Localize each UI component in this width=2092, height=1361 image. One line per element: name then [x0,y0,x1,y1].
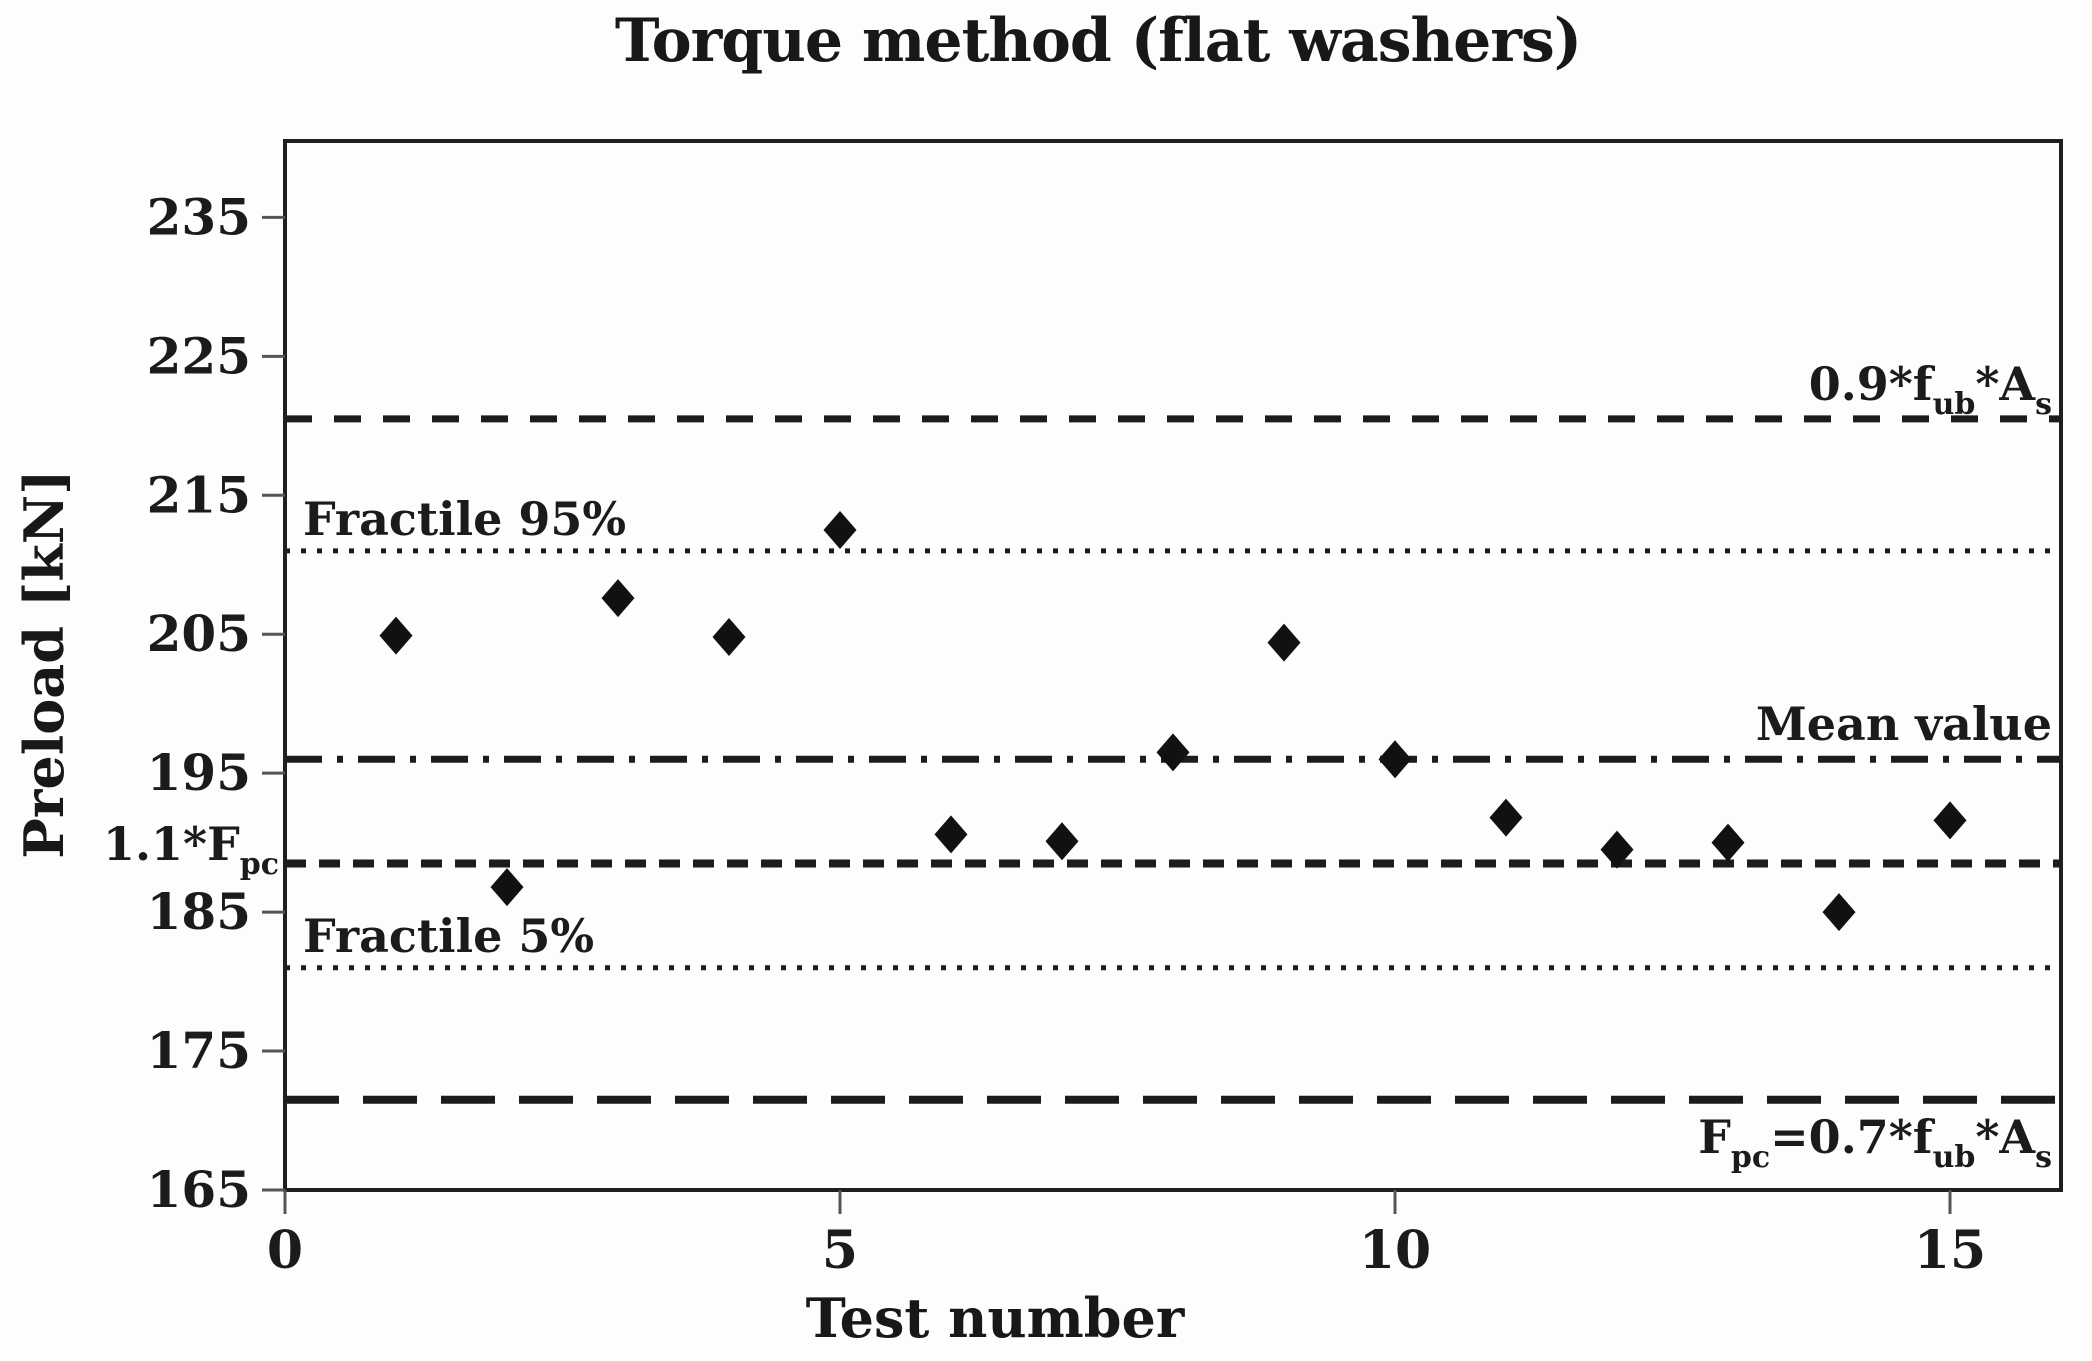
x-tick-label: 0 [267,1220,303,1281]
y-tick-label: 225 [147,326,251,385]
label-fpc-limit: Fpc=0.7*fub*As [1698,1109,2052,1175]
label-upper-limit: 0.9*fub*As [1808,356,2052,422]
x-axis-title: Test number [805,1286,1185,1350]
y-tick-label: 185 [147,882,251,941]
y-tick-label: 165 [147,1160,251,1219]
label-fractile-5: Fractile 5% [303,908,595,963]
y-tick-label: 235 [147,187,251,246]
label-fractile-95: Fractile 95% [303,491,627,546]
data-point-test-9 [1267,623,1301,662]
x-tick-label: 5 [822,1220,858,1281]
data-point-test-14 [1822,893,1856,932]
data-point-test-4 [712,618,746,657]
data-point-test-13 [1711,823,1745,862]
label-mean-value: Mean value [1755,697,2052,752]
data-point-test-3 [601,579,635,618]
y-tick-label: 175 [147,1021,251,1080]
data-point-test-10 [1378,740,1412,779]
x-tick-label: 15 [1914,1220,1986,1281]
data-point-test-1 [379,616,413,655]
data-point-test-12 [1600,830,1634,869]
plot-border [283,139,2063,1192]
data-point-test-15 [1933,801,1967,840]
x-tick-label: 10 [1359,1220,1431,1281]
y-tick-label: 215 [147,465,251,524]
data-point-test-11 [1489,798,1523,837]
data-point-test-5 [823,511,857,550]
data-point-test-2 [490,868,524,907]
data-point-test-8 [1156,733,1190,772]
y-tick-label: 205 [147,604,251,663]
data-point-test-6 [934,815,968,854]
y-tick-label: 195 [147,743,251,802]
label-1-1-fpc: 1.1*Fpc [103,817,279,883]
data-point-test-7 [1045,822,1079,861]
chart-title: Torque method (flat washers) [614,6,1582,76]
